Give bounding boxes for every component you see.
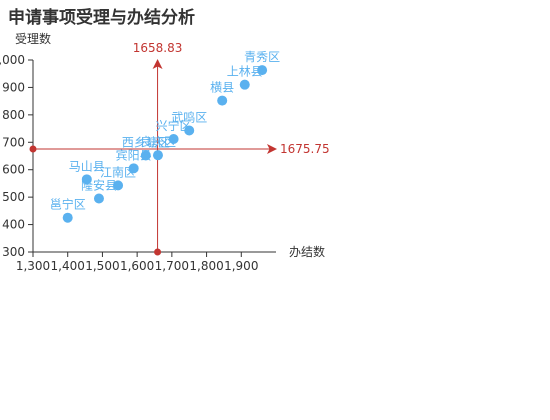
scatter-point: [152, 150, 163, 161]
chart-title: 申请事项受理与办结分析: [8, 8, 195, 28]
point-label: 上林县: [227, 65, 263, 79]
x-mean-label: 1658.83: [133, 41, 183, 55]
x-axis-title: 办结数: [289, 244, 325, 259]
point-label: 江南区: [100, 164, 136, 179]
point-label: 横县: [210, 81, 234, 95]
point-label: 隆安县: [81, 178, 117, 193]
point-label: 兴宁区: [156, 118, 192, 133]
y-tick-label: 600: [2, 163, 25, 177]
scatter-point: [257, 65, 268, 76]
x-tick-label: 1,400: [51, 259, 85, 273]
scatter-point: [184, 125, 195, 136]
y-tick-label: 700: [2, 135, 25, 149]
x-tick-label: 1,500: [85, 259, 119, 273]
y-tick-label: 400: [2, 218, 25, 232]
scatter-point: [140, 150, 151, 161]
scatter-point: [128, 163, 139, 174]
y-tick-label: 300: [2, 245, 25, 259]
x-tick-label: 1,800: [189, 259, 223, 273]
scatter-point: [217, 95, 228, 106]
y-axis-title: 受理数: [15, 31, 51, 46]
y-tick-label: 800: [2, 108, 25, 122]
y-mean-label: 1675.75: [280, 142, 330, 156]
y-tick-label: 1,000: [0, 53, 25, 67]
x-tick-label: 1,900: [224, 259, 258, 273]
x-tick-label: 1,600: [120, 259, 154, 273]
point-label: 武鸣区: [171, 109, 207, 124]
point-label: 良庆区: [140, 134, 176, 149]
x-tick-label: 1,700: [155, 259, 189, 273]
y-tick-label: 900: [2, 80, 25, 94]
scatter-point: [93, 193, 104, 204]
scatter-point: [239, 79, 250, 90]
point-label: 马山县: [69, 159, 105, 173]
y-mean-dot: [29, 145, 37, 153]
y-tick-label: 500: [2, 190, 25, 204]
scatter-point: [168, 133, 179, 144]
point-label: 宾阳县: [116, 147, 152, 162]
x-tick-label: 1,300: [16, 259, 50, 273]
scatter-point: [81, 174, 92, 185]
point-label: 青秀区: [244, 50, 280, 64]
scatter-point: [113, 180, 124, 191]
point-label: 邕宁区: [50, 197, 86, 212]
scatter-point: [62, 212, 73, 223]
x-mean-dot: [154, 248, 162, 256]
point-label: 西乡塘区: [122, 134, 170, 149]
